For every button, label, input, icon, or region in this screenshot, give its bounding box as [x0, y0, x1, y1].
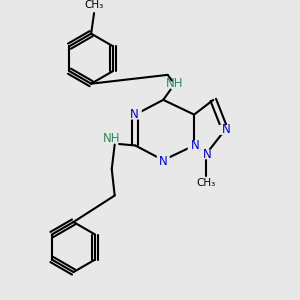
- FancyBboxPatch shape: [219, 125, 232, 135]
- Text: N: N: [191, 139, 200, 152]
- Text: N: N: [159, 155, 168, 168]
- FancyBboxPatch shape: [188, 140, 201, 151]
- Text: CH₃: CH₃: [196, 178, 215, 188]
- Text: N: N: [222, 123, 231, 136]
- Text: NH: NH: [102, 132, 120, 145]
- FancyBboxPatch shape: [129, 110, 142, 120]
- FancyBboxPatch shape: [157, 155, 170, 165]
- Text: N: N: [203, 148, 212, 161]
- Text: NH: NH: [166, 77, 184, 90]
- FancyBboxPatch shape: [200, 149, 212, 159]
- Text: N: N: [129, 108, 138, 121]
- Text: CH₃: CH₃: [85, 0, 104, 10]
